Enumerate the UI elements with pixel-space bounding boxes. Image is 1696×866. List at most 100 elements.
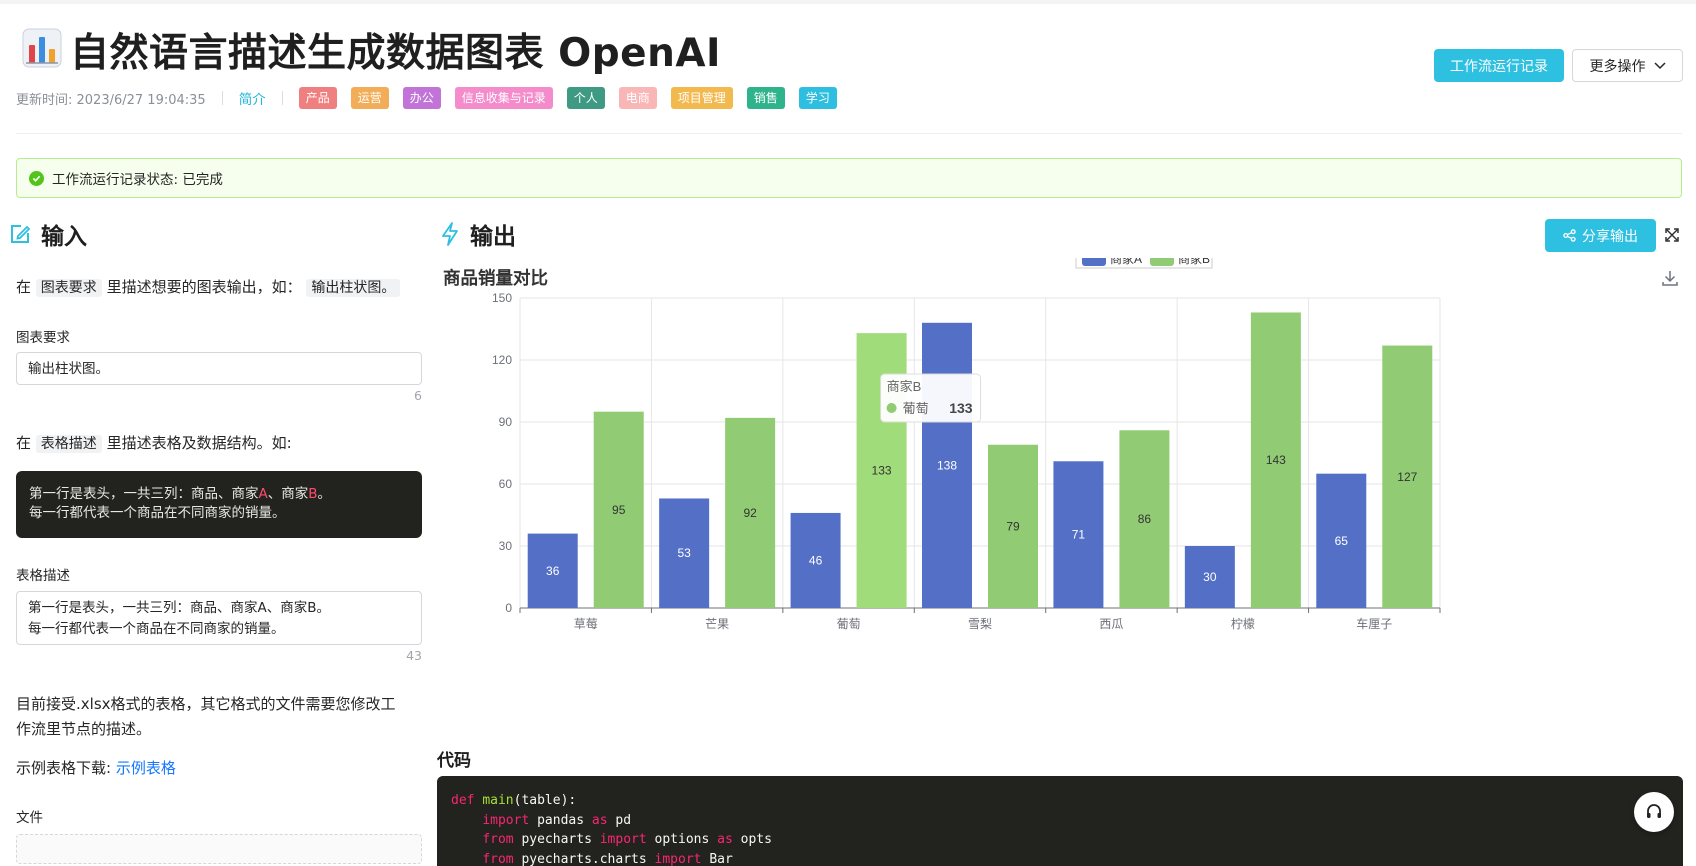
y-tick-label: 60 (499, 477, 513, 491)
top-border (0, 0, 1696, 4)
file-upload-area[interactable] (16, 834, 422, 864)
tooltip-marker (887, 403, 897, 413)
table-desc-hint: 在 表格描述 里描述表格及数据结构。如: (16, 432, 292, 453)
bar-value-label: 53 (677, 546, 691, 560)
status-alert: 工作流运行记录状态: 已完成 (16, 158, 1682, 198)
code-title: 代码 (437, 746, 471, 771)
intro-link[interactable]: 简介 (239, 88, 266, 108)
run-record-label: 工作流运行记录 (1450, 56, 1548, 76)
chart-req-hint: 在 图表要求 里描述想要的图表输出，如： 输出柱状图。 (16, 276, 400, 297)
x-tick-label: 车厘子 (1356, 616, 1392, 631)
status-text: 工作流运行记录状态: 已完成 (52, 168, 223, 188)
format-note-line: 目前接受.xlsx格式的表格，其它格式的文件需要您修改工 (16, 692, 396, 717)
y-tick-label: 150 (492, 291, 512, 305)
table-desc-line: 第一行是表头，一共三列：商品、商家A、商家B。 (28, 598, 410, 619)
table-desc-textarea[interactable]: 第一行是表头，一共三列：商品、商家A、商家B。 每一行都代表一个商品在不同商家的… (16, 591, 422, 645)
tag-badge[interactable]: 产品 (299, 87, 337, 109)
legend-swatch (1082, 258, 1106, 266)
code-token: import (655, 852, 710, 866)
tag-badge[interactable]: 运营 (351, 87, 389, 109)
tag-badge[interactable]: 信息收集与记录 (455, 87, 553, 109)
hint-text: 里描述想要的图表输出，如： (107, 278, 302, 296)
run-record-button[interactable]: 工作流运行记录 (1434, 49, 1564, 82)
table-desc-count: 43 (382, 648, 422, 663)
y-tick-label: 30 (499, 539, 513, 553)
input-title: 输入 (41, 217, 87, 251)
fullscreen-icon[interactable] (1662, 225, 1682, 245)
input-section-title: 输入 (9, 217, 87, 251)
updated-time: 更新时间: 2023/6/27 19:04:35 (16, 89, 206, 108)
tooltip-series: 商家B (887, 379, 922, 394)
hint-chip: 图表要求 (36, 279, 102, 297)
share-output-button[interactable]: 分享输出 (1545, 219, 1656, 252)
code-token: from (482, 852, 521, 866)
chart-title: 商品销量对比 (443, 265, 548, 290)
x-tick-label: 西瓜 (1099, 617, 1123, 631)
format-note-line: 作流里节点的描述。 (16, 717, 396, 742)
example-highlight: A (259, 486, 268, 502)
tooltip-category: 葡萄 (903, 401, 929, 416)
example-code-box: 第一行是表头，一共三列：商品、商家A、商家B。 每一行都代表一个商品在不同商家的… (16, 471, 422, 538)
bar-value-label: 71 (1072, 528, 1086, 542)
code-token: pd (615, 813, 631, 828)
tag-badge[interactable]: 销售 (747, 87, 785, 109)
code-line: def main(table): (451, 791, 1669, 811)
check-circle-icon (29, 171, 44, 186)
table-desc-line: 每一行都代表一个商品在不同商家的销量。 (28, 619, 410, 640)
bar-value-label: 46 (809, 553, 823, 567)
code-token: as (592, 813, 615, 828)
code-token: as (717, 832, 740, 847)
code-token: import (600, 832, 655, 847)
example-highlight: B (308, 486, 317, 502)
y-tick-label: 120 (492, 353, 512, 367)
bar-value-label: 133 (872, 464, 892, 478)
sample-table-link[interactable]: 示例表格 (116, 759, 176, 777)
hint-text: 在 (16, 434, 31, 452)
code-token: import (482, 813, 537, 828)
code-token: pandas (537, 813, 592, 828)
lightning-icon (440, 222, 460, 246)
example-text: 、商家 (268, 486, 309, 502)
legend-label: 商家A (1110, 258, 1142, 266)
x-tick-label: 草莓 (574, 617, 598, 631)
x-tick-label: 葡萄 (837, 617, 861, 631)
hint-example-chip: 输出柱状图。 (306, 279, 400, 297)
bar-chart-app-icon (22, 28, 62, 68)
more-actions-button[interactable]: 更多操作 (1572, 49, 1683, 82)
code-line: from pyecharts import options as opts (451, 830, 1669, 850)
tag-badge[interactable]: 项目管理 (671, 87, 733, 109)
hint-text: 在 (16, 278, 31, 296)
chart-req-input[interactable]: 输出柱状图。 (16, 352, 422, 385)
y-tick-label: 90 (499, 415, 513, 429)
bar-value-label: 65 (1335, 534, 1349, 548)
legend-swatch (1150, 258, 1174, 266)
sample-download: 示例表格下载: 示例表格 (16, 757, 176, 778)
bar-value-label: 79 (1006, 519, 1020, 533)
header-divider (16, 133, 1682, 134)
support-button[interactable] (1634, 792, 1674, 832)
tag-badge[interactable]: 学习 (799, 87, 837, 109)
share-output-label: 分享输出 (1582, 226, 1638, 246)
tag-badge[interactable]: 个人 (567, 87, 605, 109)
output-section-title: 输出 (440, 217, 516, 251)
file-label: 文件 (16, 806, 43, 826)
code-line: import pandas as pd (451, 811, 1669, 831)
tag-badge[interactable]: 电商 (619, 87, 657, 109)
tag-badge[interactable]: 办公 (403, 87, 441, 109)
code-token: from (482, 832, 521, 847)
meta-row: 更新时间: 2023/6/27 19:04:35 简介 产品运营办公信息收集与记… (16, 86, 837, 110)
bar-value-label: 143 (1266, 453, 1286, 467)
hint-text: 里描述表格及数据结构。如: (107, 434, 292, 452)
example-text: 。 (318, 486, 332, 502)
share-icon (1563, 229, 1576, 242)
x-tick-label: 芒果 (705, 616, 729, 631)
x-tick-label: 雪梨 (968, 617, 992, 631)
example-line-1: 第一行是表头，一共三列：商品、商家A、商家B。 (29, 485, 409, 504)
chart-req-label: 图表要求 (16, 326, 70, 346)
code-token: main (482, 793, 513, 808)
example-text: 第一行是表头，一共三列：商品、商家 (29, 486, 259, 502)
bar-value-label: 36 (546, 564, 560, 578)
code-token: def (451, 793, 482, 808)
download-icon[interactable] (1660, 268, 1680, 288)
